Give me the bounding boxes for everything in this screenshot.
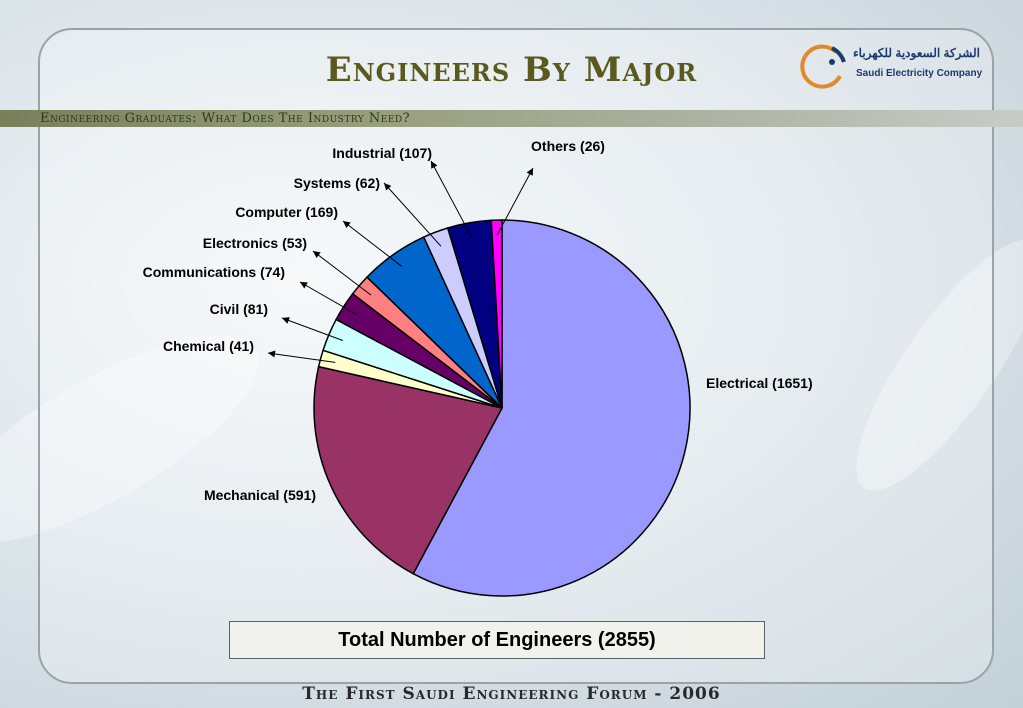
leader-line-communications — [299, 281, 357, 315]
slice-label-systems: Systems (62) — [294, 175, 380, 191]
total-engineers-box: Total Number of Engineers (2855) — [229, 621, 765, 659]
leader-line-computer — [342, 220, 403, 268]
leader-line-chemical — [267, 352, 336, 363]
leader-line-industrial — [430, 160, 473, 238]
leader-arrowhead-computer — [343, 221, 351, 228]
pie-slice-others — [490, 219, 503, 409]
slice-label-civil: Civil (81) — [210, 301, 268, 317]
slice-label-communications: Communications (74) — [143, 264, 285, 280]
slice-label-computer: Computer (169) — [235, 204, 338, 220]
leader-arrowhead-systems — [384, 183, 392, 191]
leader-arrowhead-industrial — [431, 161, 438, 169]
footer-text: The First Saudi Engineering Forum - 2006 — [302, 684, 721, 704]
leader-arrowhead-chemical — [268, 350, 276, 358]
leader-arrowhead-electronics — [313, 251, 321, 258]
leader-line-systems — [383, 182, 442, 247]
slice-label-mechanical: Mechanical (591) — [204, 487, 316, 503]
pie-slice-mechanical — [313, 365, 504, 575]
leader-arrowhead-civil — [282, 317, 290, 324]
slice-label-chemical: Chemical (41) — [163, 338, 254, 354]
slice-label-industrial: Industrial (107) — [332, 145, 432, 161]
slice-label-others: Others (26) — [531, 138, 605, 154]
company-logo: الشركة السعودية للكهرباء Saudi Electrici… — [796, 42, 986, 96]
slice-label-electrical: Electrical (1651) — [706, 375, 813, 391]
leader-arrowhead-others — [526, 168, 533, 176]
leader-line-others — [496, 167, 534, 236]
leader-line-civil — [281, 317, 343, 341]
total-engineers-label: Total Number of Engineers (2855) — [338, 628, 656, 651]
page-subtitle: Engineering Graduates: What Does The Ind… — [40, 111, 411, 126]
leader-line-electronics — [312, 250, 372, 296]
slice-label-electronics: Electronics (53) — [203, 235, 307, 251]
leader-arrowhead-communications — [300, 282, 308, 289]
subtitle-band — [0, 110, 1023, 127]
company-logo-icon — [800, 44, 846, 89]
logo-english-text: Saudi Electricity Company — [856, 68, 983, 79]
page-title: Engineers By Major — [325, 50, 698, 90]
pie-slice-electrical — [412, 219, 691, 597]
logo-arabic-text: الشركة السعودية للكهرباء — [853, 46, 980, 60]
